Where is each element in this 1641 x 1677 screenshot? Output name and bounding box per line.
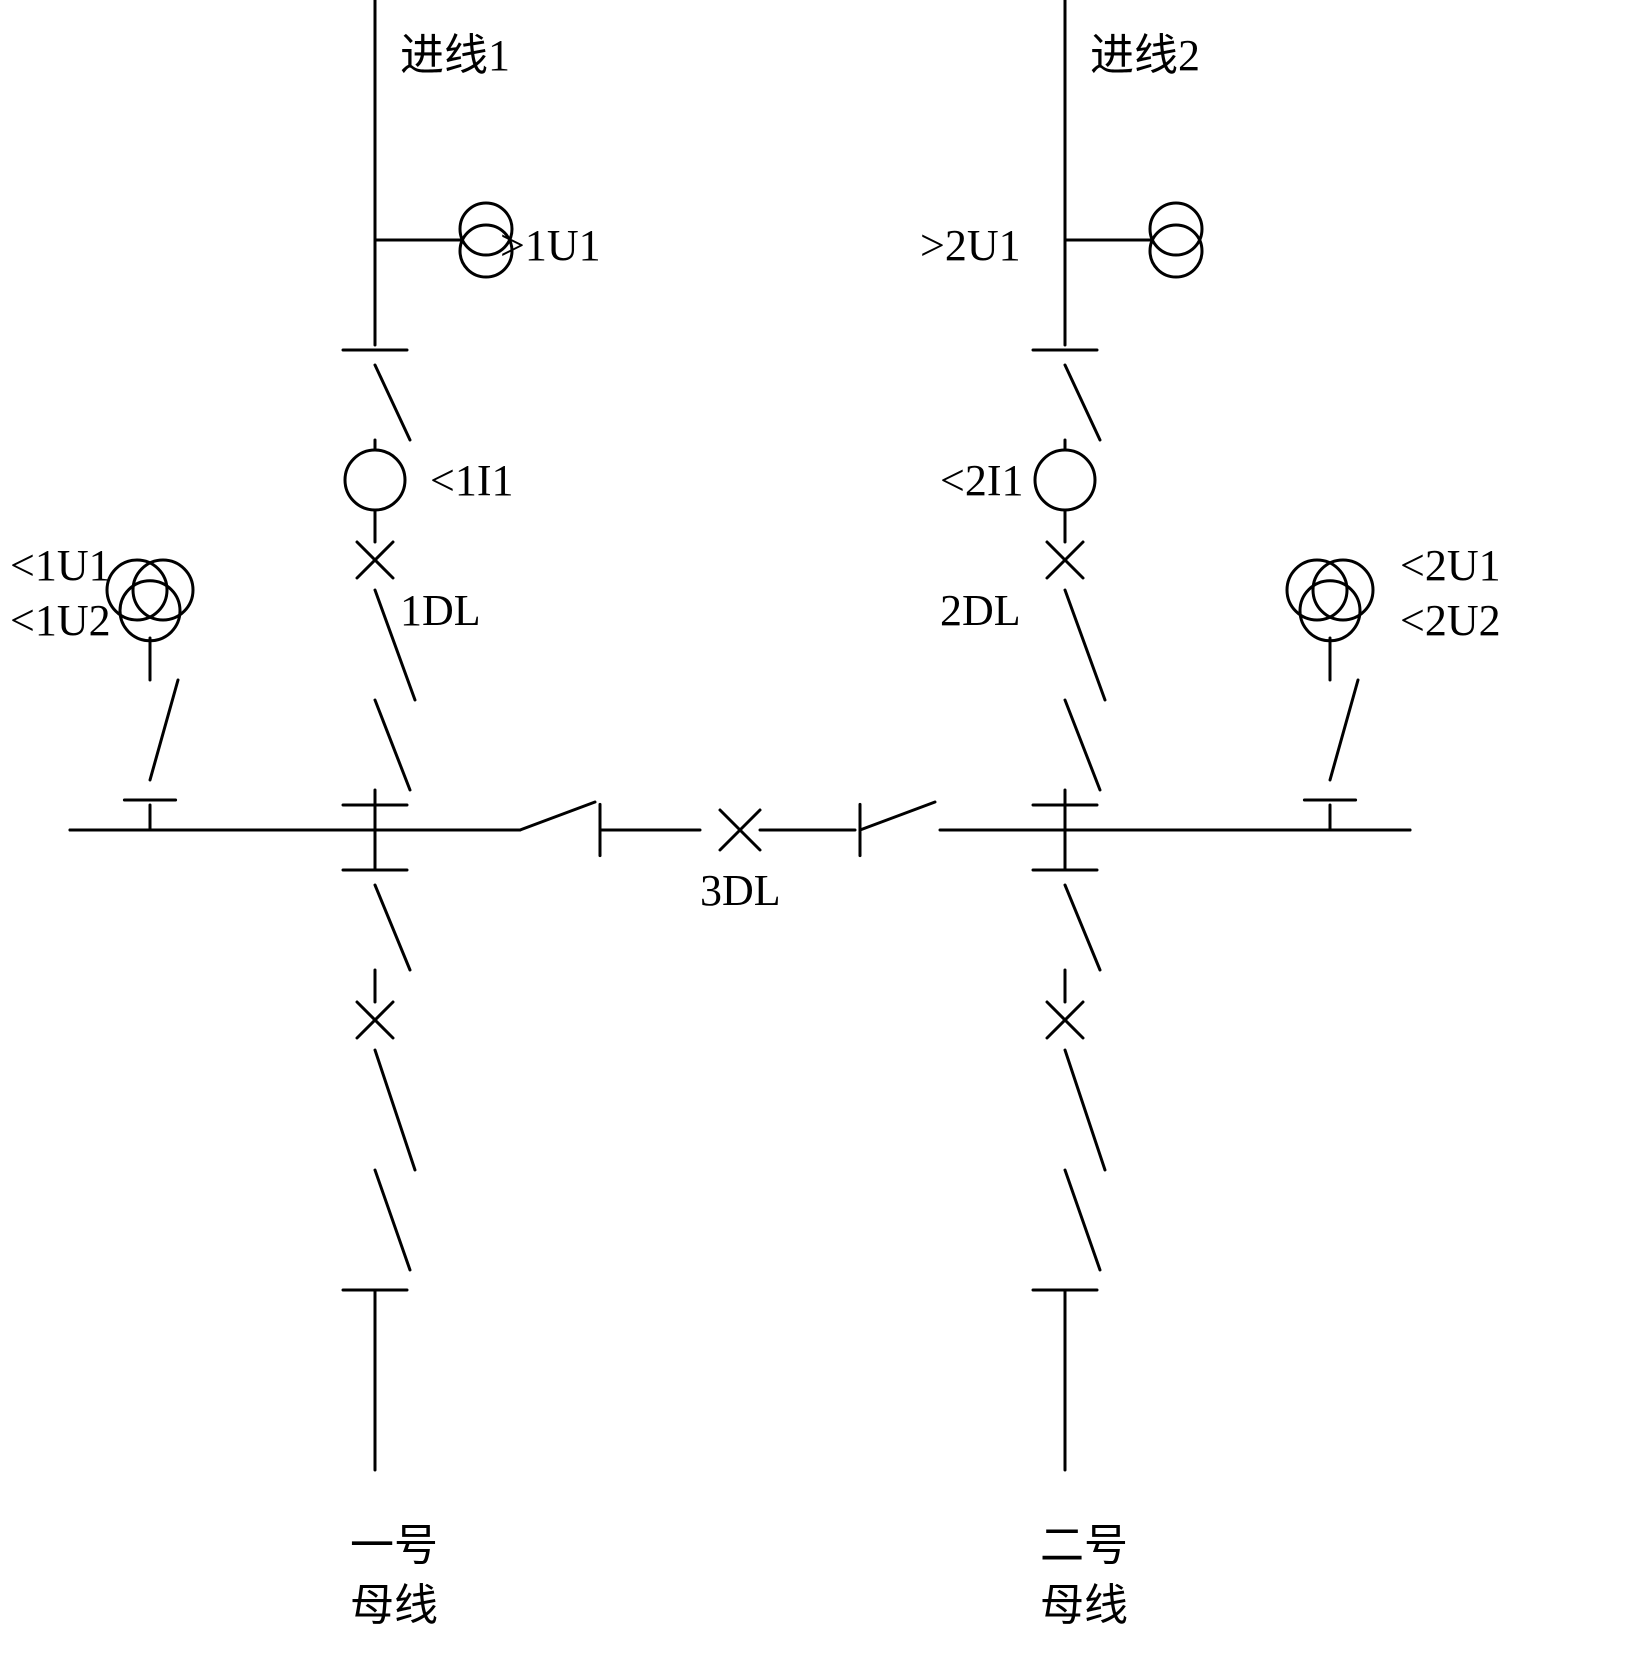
label-bus1_line1: 一号 (350, 1521, 438, 1570)
label-dl3: 3DL (700, 866, 781, 915)
label-dl1: 1DL (400, 586, 481, 635)
label-incoming1: 进线1 (400, 31, 510, 80)
label-bus2_line2: 母线 (1040, 1581, 1128, 1630)
label-ct_2i1: <2I1 (940, 456, 1023, 505)
label-bus1_line2: 母线 (350, 1581, 438, 1630)
label-incoming2: 进线2 (1090, 31, 1200, 80)
label-ct_1i1: <1I1 (430, 456, 513, 505)
label-vt_2u1_top: >2U1 (920, 221, 1021, 270)
label-right_vt_2u2: <2U2 (1400, 596, 1501, 645)
label-right_vt_2u1: <2U1 (1400, 541, 1501, 590)
label-left_vt_1u1: <1U1 (10, 541, 111, 590)
label-vt_1u1_top: >1U1 (500, 221, 601, 270)
label-left_vt_1u2: <1U2 (10, 596, 111, 645)
label-bus2_line1: 二号 (1040, 1521, 1128, 1570)
label-dl2: 2DL (940, 586, 1021, 635)
